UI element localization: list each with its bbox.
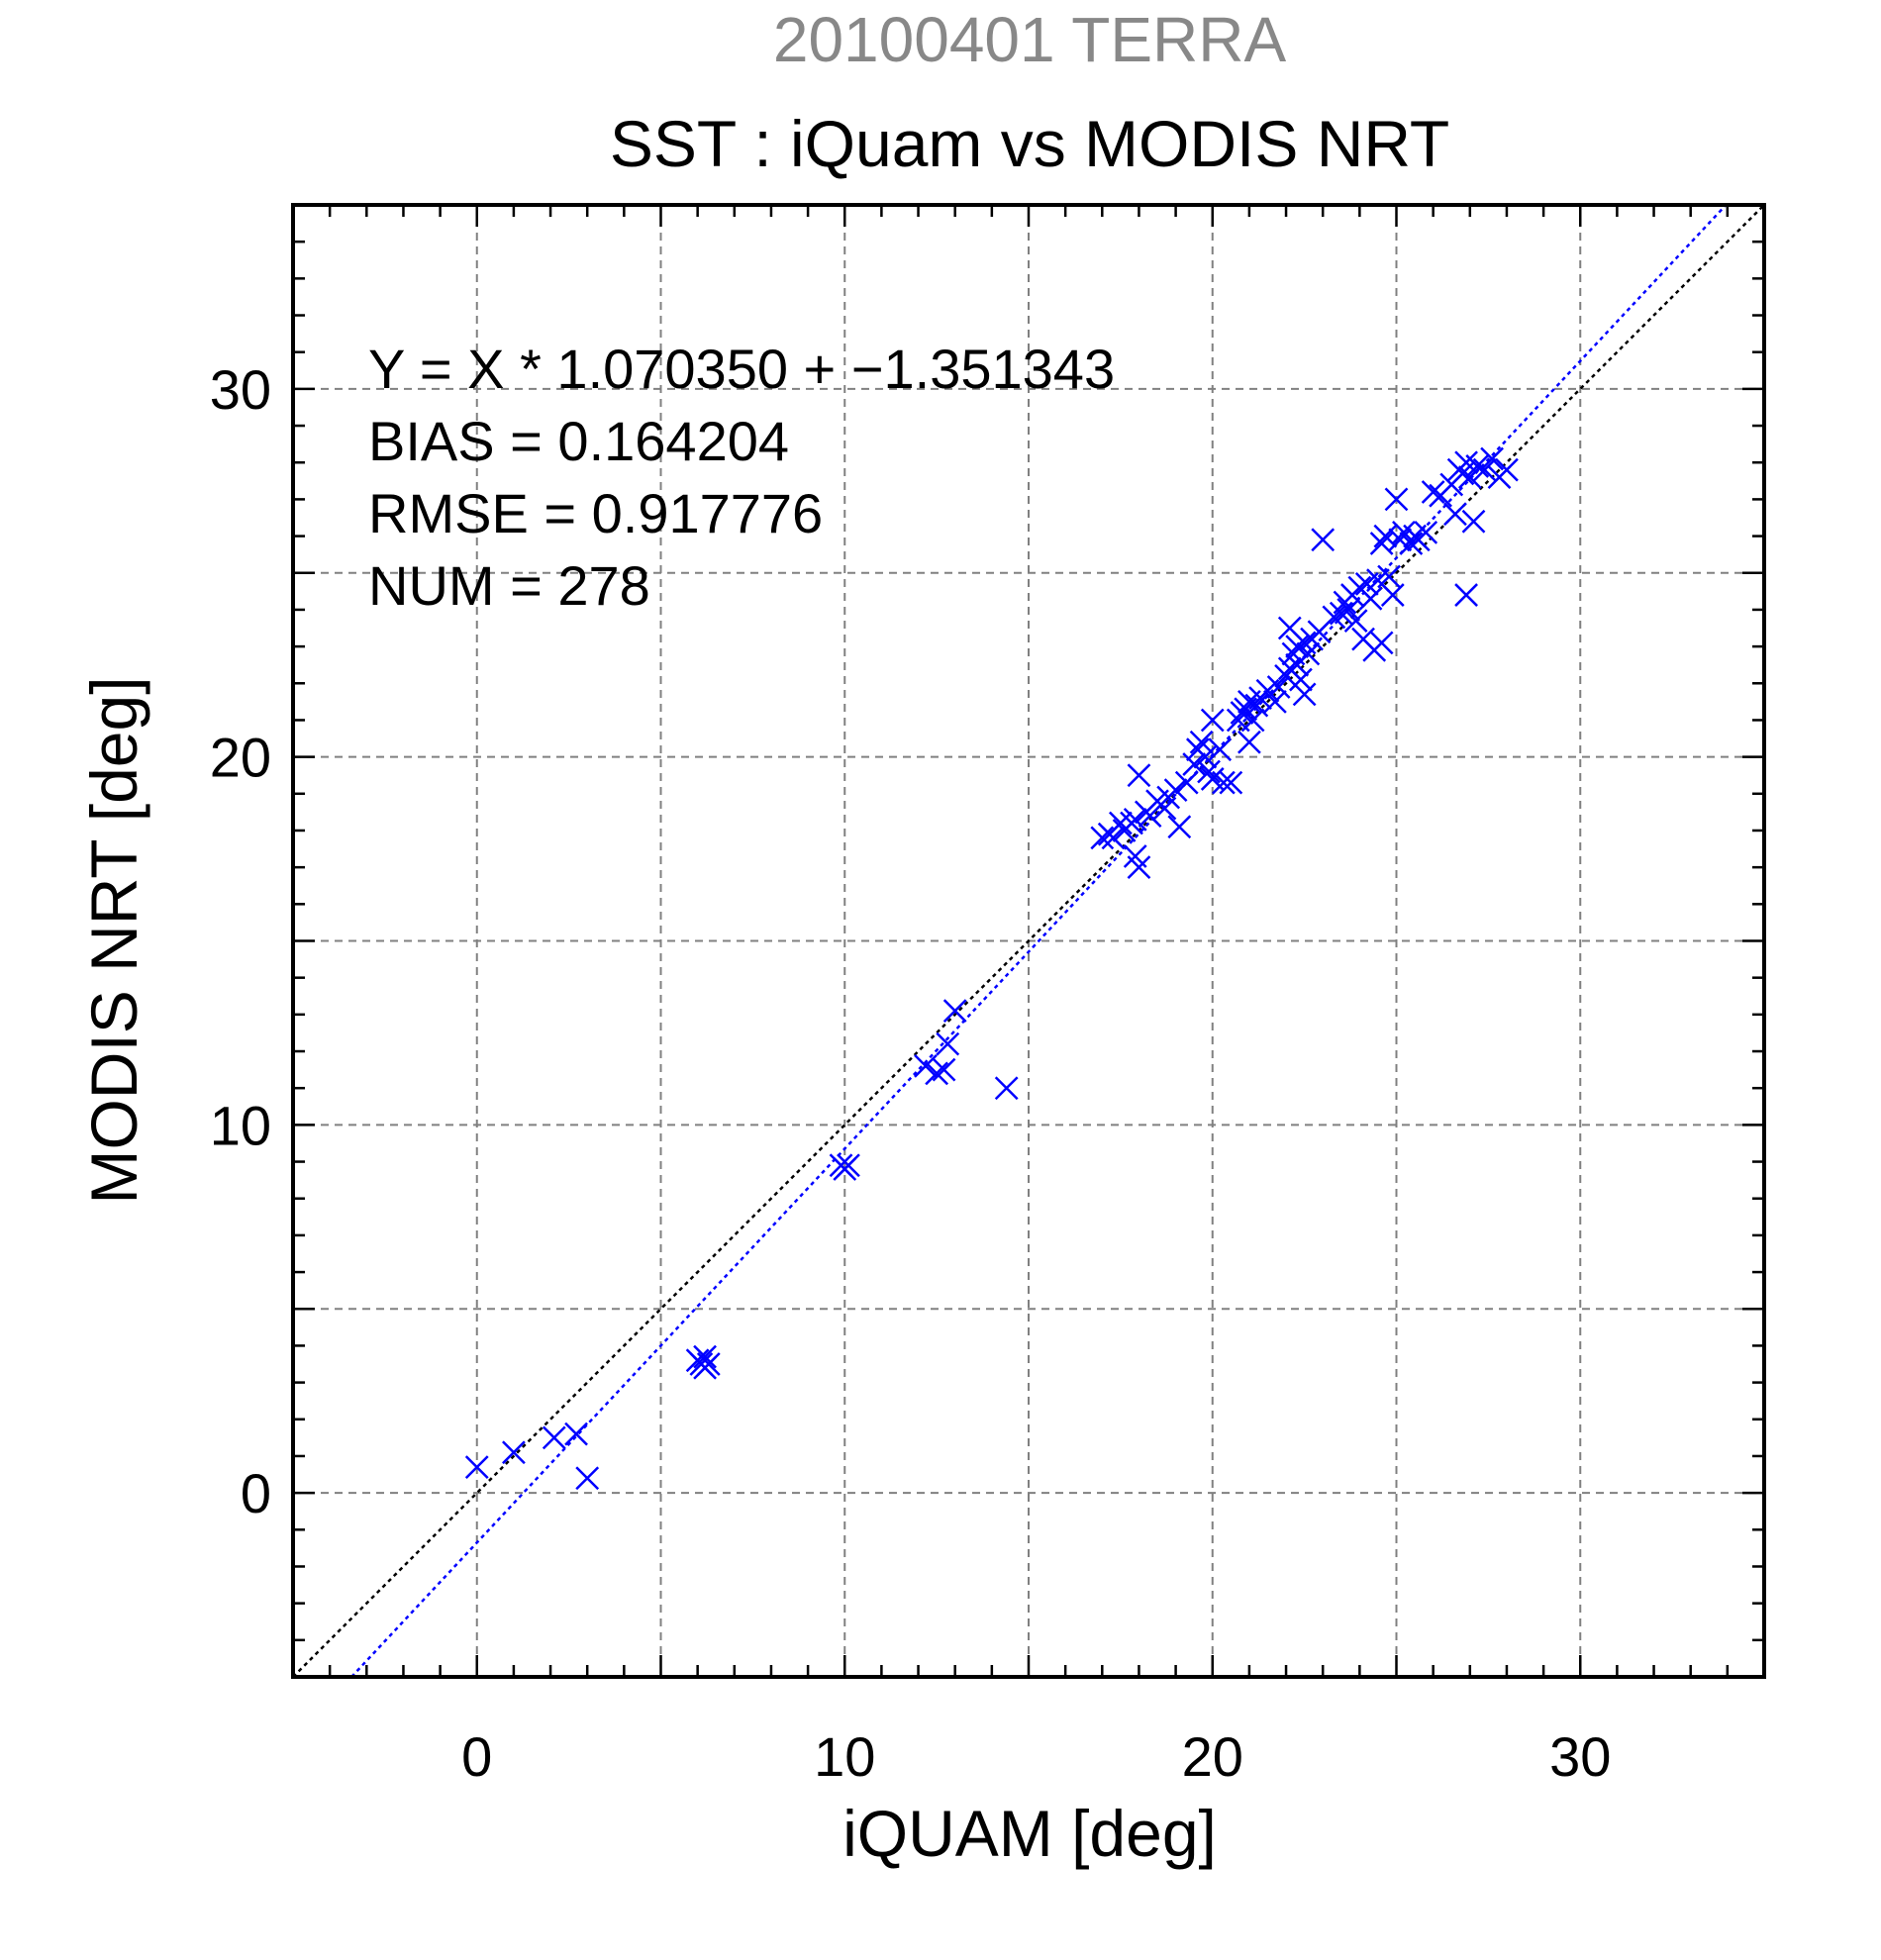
reference-lines (292, 204, 1765, 1678)
data-point (1457, 465, 1482, 489)
data-point (1266, 675, 1291, 699)
x-axis-label: iQUAM [deg] (842, 1797, 1217, 1870)
data-point (1336, 598, 1361, 622)
data-point (1472, 457, 1497, 482)
axis-ticks (291, 203, 1766, 1679)
data-point (1189, 730, 1214, 754)
y-tick-label: 10 (210, 1094, 271, 1156)
data-point (1414, 520, 1438, 544)
data-point (1369, 631, 1394, 655)
data-point (1495, 457, 1519, 482)
data-point (837, 1153, 860, 1178)
data-point (1421, 480, 1445, 504)
data-point (1369, 532, 1394, 555)
data-point (1373, 524, 1398, 548)
data-point (1380, 583, 1405, 607)
data-point (1123, 807, 1147, 832)
data-point (1377, 564, 1401, 589)
data-point (936, 1031, 960, 1056)
data-point (1197, 759, 1221, 784)
data-point (1289, 667, 1313, 692)
stats-annotation-line: NUM = 278 (368, 554, 650, 617)
data-point (1127, 763, 1151, 788)
data-point (1138, 804, 1162, 828)
stats-annotation-line: Y = X * 1.070350 + −1.351343 (368, 338, 1115, 400)
data-point (1454, 583, 1478, 607)
data-point (1292, 682, 1317, 707)
stats-annotation-line: BIAS = 0.164204 (368, 410, 789, 472)
data-point (1285, 635, 1310, 658)
x-tick-label: 0 (461, 1725, 492, 1788)
data-point (575, 1466, 600, 1491)
data-point (1101, 826, 1126, 850)
chart-supertitle: 20100401 TERRA (773, 4, 1287, 75)
data-point (1163, 778, 1188, 802)
y-tick-label: 20 (210, 727, 271, 789)
data-point (1238, 730, 1261, 754)
data-point (1384, 487, 1409, 512)
data-point (564, 1421, 588, 1446)
data-point (1108, 811, 1133, 835)
data-point (542, 1425, 566, 1450)
identity-line (292, 204, 1765, 1678)
chart-title: SST : iQuam vs MODIS NRT (610, 107, 1449, 180)
data-point (1358, 586, 1383, 611)
data-point (1311, 528, 1336, 552)
x-tick-label: 20 (1182, 1725, 1243, 1788)
data-point (1127, 855, 1151, 880)
data-point (1174, 770, 1199, 795)
data-point (1443, 502, 1467, 527)
data-point (1240, 708, 1265, 733)
data-point (502, 1440, 526, 1465)
data-point (1399, 532, 1424, 555)
regression-line (350, 204, 1728, 1678)
data-point (914, 1054, 938, 1078)
data-point (1465, 454, 1490, 478)
y-axis-label: MODIS NRT [deg] (77, 676, 150, 1204)
data-point (994, 1076, 1019, 1101)
data-point (1208, 737, 1233, 762)
data-points (464, 446, 1519, 1491)
data-point (1244, 693, 1269, 718)
data-point (1480, 446, 1504, 471)
data-point (1090, 826, 1115, 850)
y-tick-label: 30 (210, 358, 271, 421)
data-point (693, 1344, 717, 1369)
data-point (1182, 752, 1207, 776)
data-point (1263, 689, 1287, 714)
data-point (925, 1061, 949, 1086)
stats-annotation-line: RMSE = 0.917776 (368, 482, 823, 544)
x-tick-label: 10 (814, 1725, 875, 1788)
x-tick-label: 30 (1549, 1725, 1611, 1788)
data-point (1167, 815, 1192, 839)
data-point (1461, 509, 1486, 534)
data-point (1212, 770, 1236, 795)
data-point (1322, 605, 1346, 630)
data-point (1296, 641, 1321, 666)
data-point (932, 1057, 956, 1082)
data-point (1200, 708, 1225, 733)
data-point (942, 999, 967, 1024)
data-point (1219, 770, 1243, 795)
data-point (1193, 744, 1218, 769)
y-tick-label: 0 (241, 1462, 271, 1524)
data-point (464, 1455, 489, 1479)
data-point (1343, 609, 1368, 633)
stats-annotations: Y = X * 1.070350 + −1.351343 BIAS = 0.164… (368, 338, 1115, 617)
tick-labels: 0 10 20 30 0 10 20 30 (210, 358, 1612, 1788)
data-point (693, 1355, 717, 1380)
